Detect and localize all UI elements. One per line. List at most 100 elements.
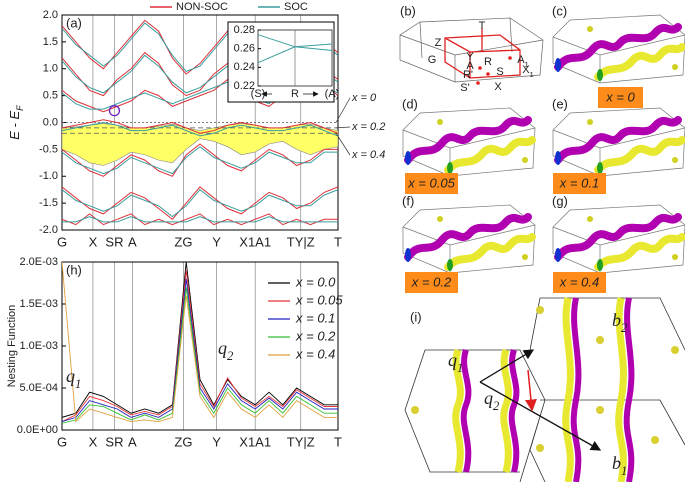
fs-tube-yellow — [615, 297, 627, 482]
panel-label: (d) — [402, 96, 418, 111]
y-tick-label: 0.0 — [43, 116, 58, 128]
inset-y-tick-label: 0.28 — [234, 24, 255, 36]
panel-label: (g) — [552, 193, 568, 208]
y-tick-label: 1.5 — [43, 36, 58, 48]
highlight-circle — [108, 105, 121, 117]
fs-pocket — [651, 436, 659, 444]
bz-point-label: A1 — [517, 54, 529, 69]
bz-point-label-main: S — [496, 66, 503, 78]
bz-point-label-main: S' — [460, 82, 469, 94]
doping-label: x = 0.2 — [411, 274, 452, 289]
legend-label: NON-SOC — [176, 1, 228, 13]
map-label-main: q — [448, 350, 457, 370]
bz-outline — [399, 17, 544, 83]
x-tick-label: X1A1 — [239, 234, 271, 249]
y-tick-label: 1.0E-03 — [19, 340, 58, 352]
fs-pocket — [671, 346, 679, 354]
inset-x-label: R — [291, 88, 299, 100]
band — [62, 143, 338, 177]
y-axis-label-main: E - E — [7, 111, 22, 140]
x-tick-label: G — [57, 234, 67, 249]
doping-window — [62, 123, 338, 166]
fs-tube-purple — [554, 23, 682, 71]
bz-point-label-main: A — [517, 54, 525, 66]
inset-x-label: (A) — [325, 88, 340, 100]
fs-pocket — [672, 157, 678, 163]
y-tick-label: -0.5 — [39, 143, 58, 155]
bz-point — [478, 66, 482, 70]
q-annotation-sub: 1 — [75, 377, 81, 391]
fs-tube-yellow — [562, 297, 574, 482]
vector-q2 — [524, 369, 537, 412]
doping-box — [405, 272, 458, 293]
y-tick-label: 1.5E-03 — [19, 298, 58, 310]
band — [62, 121, 338, 137]
doping-box — [405, 173, 458, 194]
fs-pocket — [587, 119, 593, 125]
bz-point — [476, 81, 480, 85]
inset-x-label: (S) — [251, 88, 266, 100]
y-axis-label: E - EF — [7, 105, 25, 140]
fs-cap — [405, 248, 411, 262]
fermi-annotation: x = 0.4 — [351, 149, 385, 161]
bz-point-label: R — [484, 56, 492, 68]
fs-pocket — [596, 336, 604, 344]
fs-tube-yellow — [500, 348, 512, 473]
bz-point-label-main: R' — [463, 69, 473, 81]
q-annotation-main: q — [66, 366, 75, 386]
fs-tube-yellow — [594, 43, 685, 81]
x-tick-label: ZG — [174, 234, 192, 249]
y-tick-label: -1.0 — [39, 170, 58, 182]
bz-point-label-main: Y — [466, 51, 474, 63]
x-tick-label: G — [57, 434, 67, 449]
fs-pocket — [587, 26, 593, 32]
bz-point-label: Z — [435, 37, 442, 49]
q-annotation-sub: 2 — [227, 349, 234, 363]
bz-point-label: X — [494, 81, 502, 93]
x-tick-label: TY|Z — [287, 234, 315, 249]
map-label-sub: 2 — [621, 321, 628, 335]
bz-point-label-sub: 1 — [525, 60, 529, 69]
fs-pocket — [672, 64, 678, 70]
y-tick-label: 0.0E+00 — [17, 424, 58, 436]
nesting-line — [62, 262, 338, 418]
legend-label: x = 0.05 — [295, 292, 343, 307]
map-label-sub: 1 — [457, 361, 463, 375]
fs-cap — [447, 162, 453, 174]
vector-q1 — [479, 381, 602, 451]
fs-pocket — [596, 406, 604, 414]
x-tick-label: Y — [212, 434, 221, 449]
doping-label: x = 0.4 — [559, 274, 599, 289]
annotation-pointer — [335, 126, 351, 129]
band — [62, 213, 338, 226]
fs-pocket — [536, 444, 544, 452]
map-label-sub: 2 — [493, 399, 500, 413]
fs-tube-yellow — [594, 233, 685, 271]
fs-cap — [555, 151, 561, 165]
fs-tube-purple — [460, 349, 472, 473]
panel-label: (b) — [400, 3, 416, 18]
y-tick-label: 1.0 — [43, 63, 58, 75]
x-tick-label: Y — [212, 234, 221, 249]
fermi-annotation: x = 0 — [351, 92, 377, 104]
fermi-surface-panel — [552, 14, 685, 84]
legend-label: x = 0.2 — [295, 328, 336, 343]
legend-label: x = 0.1 — [295, 310, 335, 325]
y-tick-label: -2.0 — [39, 224, 58, 236]
doping-box — [553, 272, 606, 293]
fs-cap — [597, 162, 603, 174]
fs-tube-yellow — [452, 348, 464, 473]
fs-pocket — [522, 254, 528, 260]
y-tick-label: 2.0 — [43, 9, 58, 21]
band — [62, 216, 338, 223]
panel-label: (c) — [552, 3, 567, 18]
bz-point-label: S' — [460, 82, 469, 94]
bz-point-label-main: G — [428, 54, 437, 66]
bz-point-label-main: X — [494, 81, 502, 93]
bz-point-label-main: X — [522, 64, 530, 76]
map-label-main: q — [484, 388, 493, 408]
bz-point-label-sub: 1 — [530, 70, 534, 79]
nesting-line — [62, 278, 338, 423]
doping-box — [553, 173, 606, 194]
